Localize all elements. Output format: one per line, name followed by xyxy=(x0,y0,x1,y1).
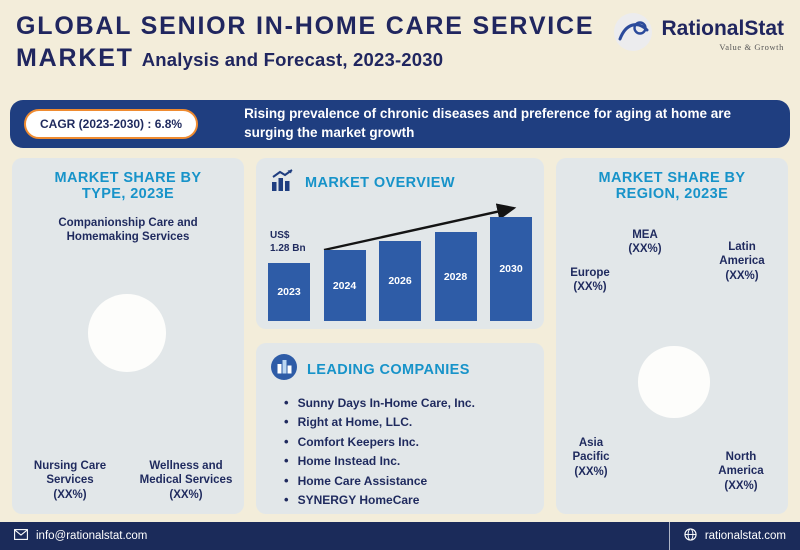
rationalstat-logo: RationalStat Value & Growth xyxy=(613,12,784,57)
region-label-latin-america: Latin America (XX%) xyxy=(719,241,765,282)
companies-header: LEADING COMPANIES xyxy=(256,343,544,386)
footer-website[interactable]: rationalstat.com xyxy=(668,522,786,550)
content-columns: MARKET SHARE BY TYPE, 2023E Companionshi… xyxy=(12,158,788,514)
chart-bar: 2023 xyxy=(268,263,310,321)
banner-message: Rising prevalence of chronic diseases an… xyxy=(244,106,731,140)
forecast-bar-chart: US$ 1.28 Bn 2023 2024 2026 2028 xyxy=(268,198,532,321)
type-label-nursing: Nursing Care Services (XX%) xyxy=(33,459,107,501)
region-donut-chart xyxy=(600,308,748,456)
company-name: Comfort Keepers Inc. xyxy=(297,434,419,449)
highlight-banner: CAGR (2023-2030) : 6.8% Rising prevalenc… xyxy=(10,100,790,148)
footer-bar: info@rationalstat.com rationalstat.com xyxy=(0,522,800,550)
header: GLOBAL SENIOR IN-HOME CARE SERVICE MARKE… xyxy=(0,0,800,100)
bar-chart-icon xyxy=(270,168,296,197)
page-title-line1: GLOBAL SENIOR IN-HOME CARE SERVICE xyxy=(16,12,595,40)
type-panel-title: MARKET SHARE BY TYPE, 2023E xyxy=(54,170,202,202)
page-title-subtitle: Analysis and Forecast, 2023-2030 xyxy=(141,49,444,70)
list-item: • Comfort Keepers Inc. xyxy=(284,433,534,449)
type-label-companionship: Companionship Care and Homemaking Servic… xyxy=(58,217,198,244)
footer-email[interactable]: info@rationalstat.com xyxy=(14,522,147,550)
market-overview-panel: MARKET OVERVIEW US$ 1.28 Bn 2023 xyxy=(256,158,544,329)
globe-icon xyxy=(684,528,697,544)
company-name: Right at Home, LLC. xyxy=(297,415,413,430)
list-item: • Home Instead Inc. xyxy=(284,453,534,469)
list-item: • Sunny Days In-Home Care, Inc. xyxy=(284,395,534,410)
page-title-market: MARKET xyxy=(16,44,134,72)
logo-name: RationalStat xyxy=(661,17,784,40)
footer-website-text[interactable]: rationalstat.com xyxy=(704,530,786,542)
logo-tagline: Value & Growth xyxy=(719,42,784,52)
chart-bar: 2024 xyxy=(323,250,366,321)
bullet-icon: • xyxy=(284,433,289,449)
bar-year-label: 2026 xyxy=(388,275,412,287)
leading-companies-panel: LEADING COMPANIES • Sunny Days In-Home Ca… xyxy=(256,343,544,514)
company-name: Home Instead Inc. xyxy=(297,454,401,469)
cagr-badge: CAGR (2023-2030) : 6.8% xyxy=(24,109,199,139)
company-name: Home Care Assistance xyxy=(297,473,428,488)
chart-bar: 2028 xyxy=(434,232,477,321)
bullet-icon: • xyxy=(284,491,289,507)
company-name: SYNERGY HomeCare xyxy=(297,492,420,507)
page-title-line2: MARKET Analysis and Forecast, 2023-2030 xyxy=(16,44,443,73)
list-item: • SYNERGY HomeCare xyxy=(284,491,534,507)
trend-arrow xyxy=(323,203,517,252)
bar-year-label: 2028 xyxy=(443,270,468,283)
list-item: • Right at Home, LLC. xyxy=(284,414,534,430)
region-label-europe: Europe (XX%) xyxy=(570,267,610,294)
bullet-icon: • xyxy=(284,472,289,488)
bullet-icon: • xyxy=(284,453,289,469)
region-label-north-america: North America (XX%) xyxy=(718,451,764,492)
mail-icon xyxy=(14,529,28,543)
type-label-wellness: Wellness and Medical Services (XX%) xyxy=(139,459,233,501)
type-donut-chart xyxy=(46,252,208,414)
rationalstat-logo-icon xyxy=(613,12,653,57)
type-bottom-labels: Nursing Care Services (XX%) Wellness and… xyxy=(18,459,238,502)
chart-bar: 2030 xyxy=(490,217,532,321)
companies-title: LEADING COMPANIES xyxy=(307,361,470,378)
region-label-asia-pacific: Asia Pacific (XX%) xyxy=(572,437,610,478)
list-item: • Home Care Assistance xyxy=(284,472,534,488)
footer-email-text[interactable]: info@rationalstat.com xyxy=(36,530,148,542)
value-annotation: US$ 1.28 Bn xyxy=(270,230,306,254)
company-name: Sunny Days In-Home Care, Inc. xyxy=(297,396,475,410)
market-share-region-panel: MARKET SHARE BY REGION, 2023E MEA (XX%) … xyxy=(556,158,788,514)
bar-year-label: 2023 xyxy=(277,286,301,298)
region-label-mea: MEA (XX%) xyxy=(628,229,662,256)
logo-text: RationalStat Value & Growth xyxy=(661,17,784,52)
bar-year-label: 2024 xyxy=(332,279,357,292)
companies-list: • Sunny Days In-Home Care, Inc. • Right at… xyxy=(256,395,544,507)
bar-year-label: 2030 xyxy=(499,263,523,275)
bullet-icon: • xyxy=(284,395,289,410)
overview-header: MARKET OVERVIEW xyxy=(256,158,544,197)
bars: 2023 2024 2026 2028 2030 xyxy=(268,217,532,321)
bullet-icon: • xyxy=(284,414,289,430)
buildings-icon xyxy=(270,353,298,386)
chart-bar: 2026 xyxy=(379,241,421,321)
overview-title: MARKET OVERVIEW xyxy=(305,174,455,191)
market-share-type-panel: MARKET SHARE BY TYPE, 2023E Companionshi… xyxy=(12,158,244,514)
middle-column: MARKET OVERVIEW US$ 1.28 Bn 2023 xyxy=(256,158,544,514)
region-panel-title: MARKET SHARE BY REGION, 2023E xyxy=(598,170,746,202)
